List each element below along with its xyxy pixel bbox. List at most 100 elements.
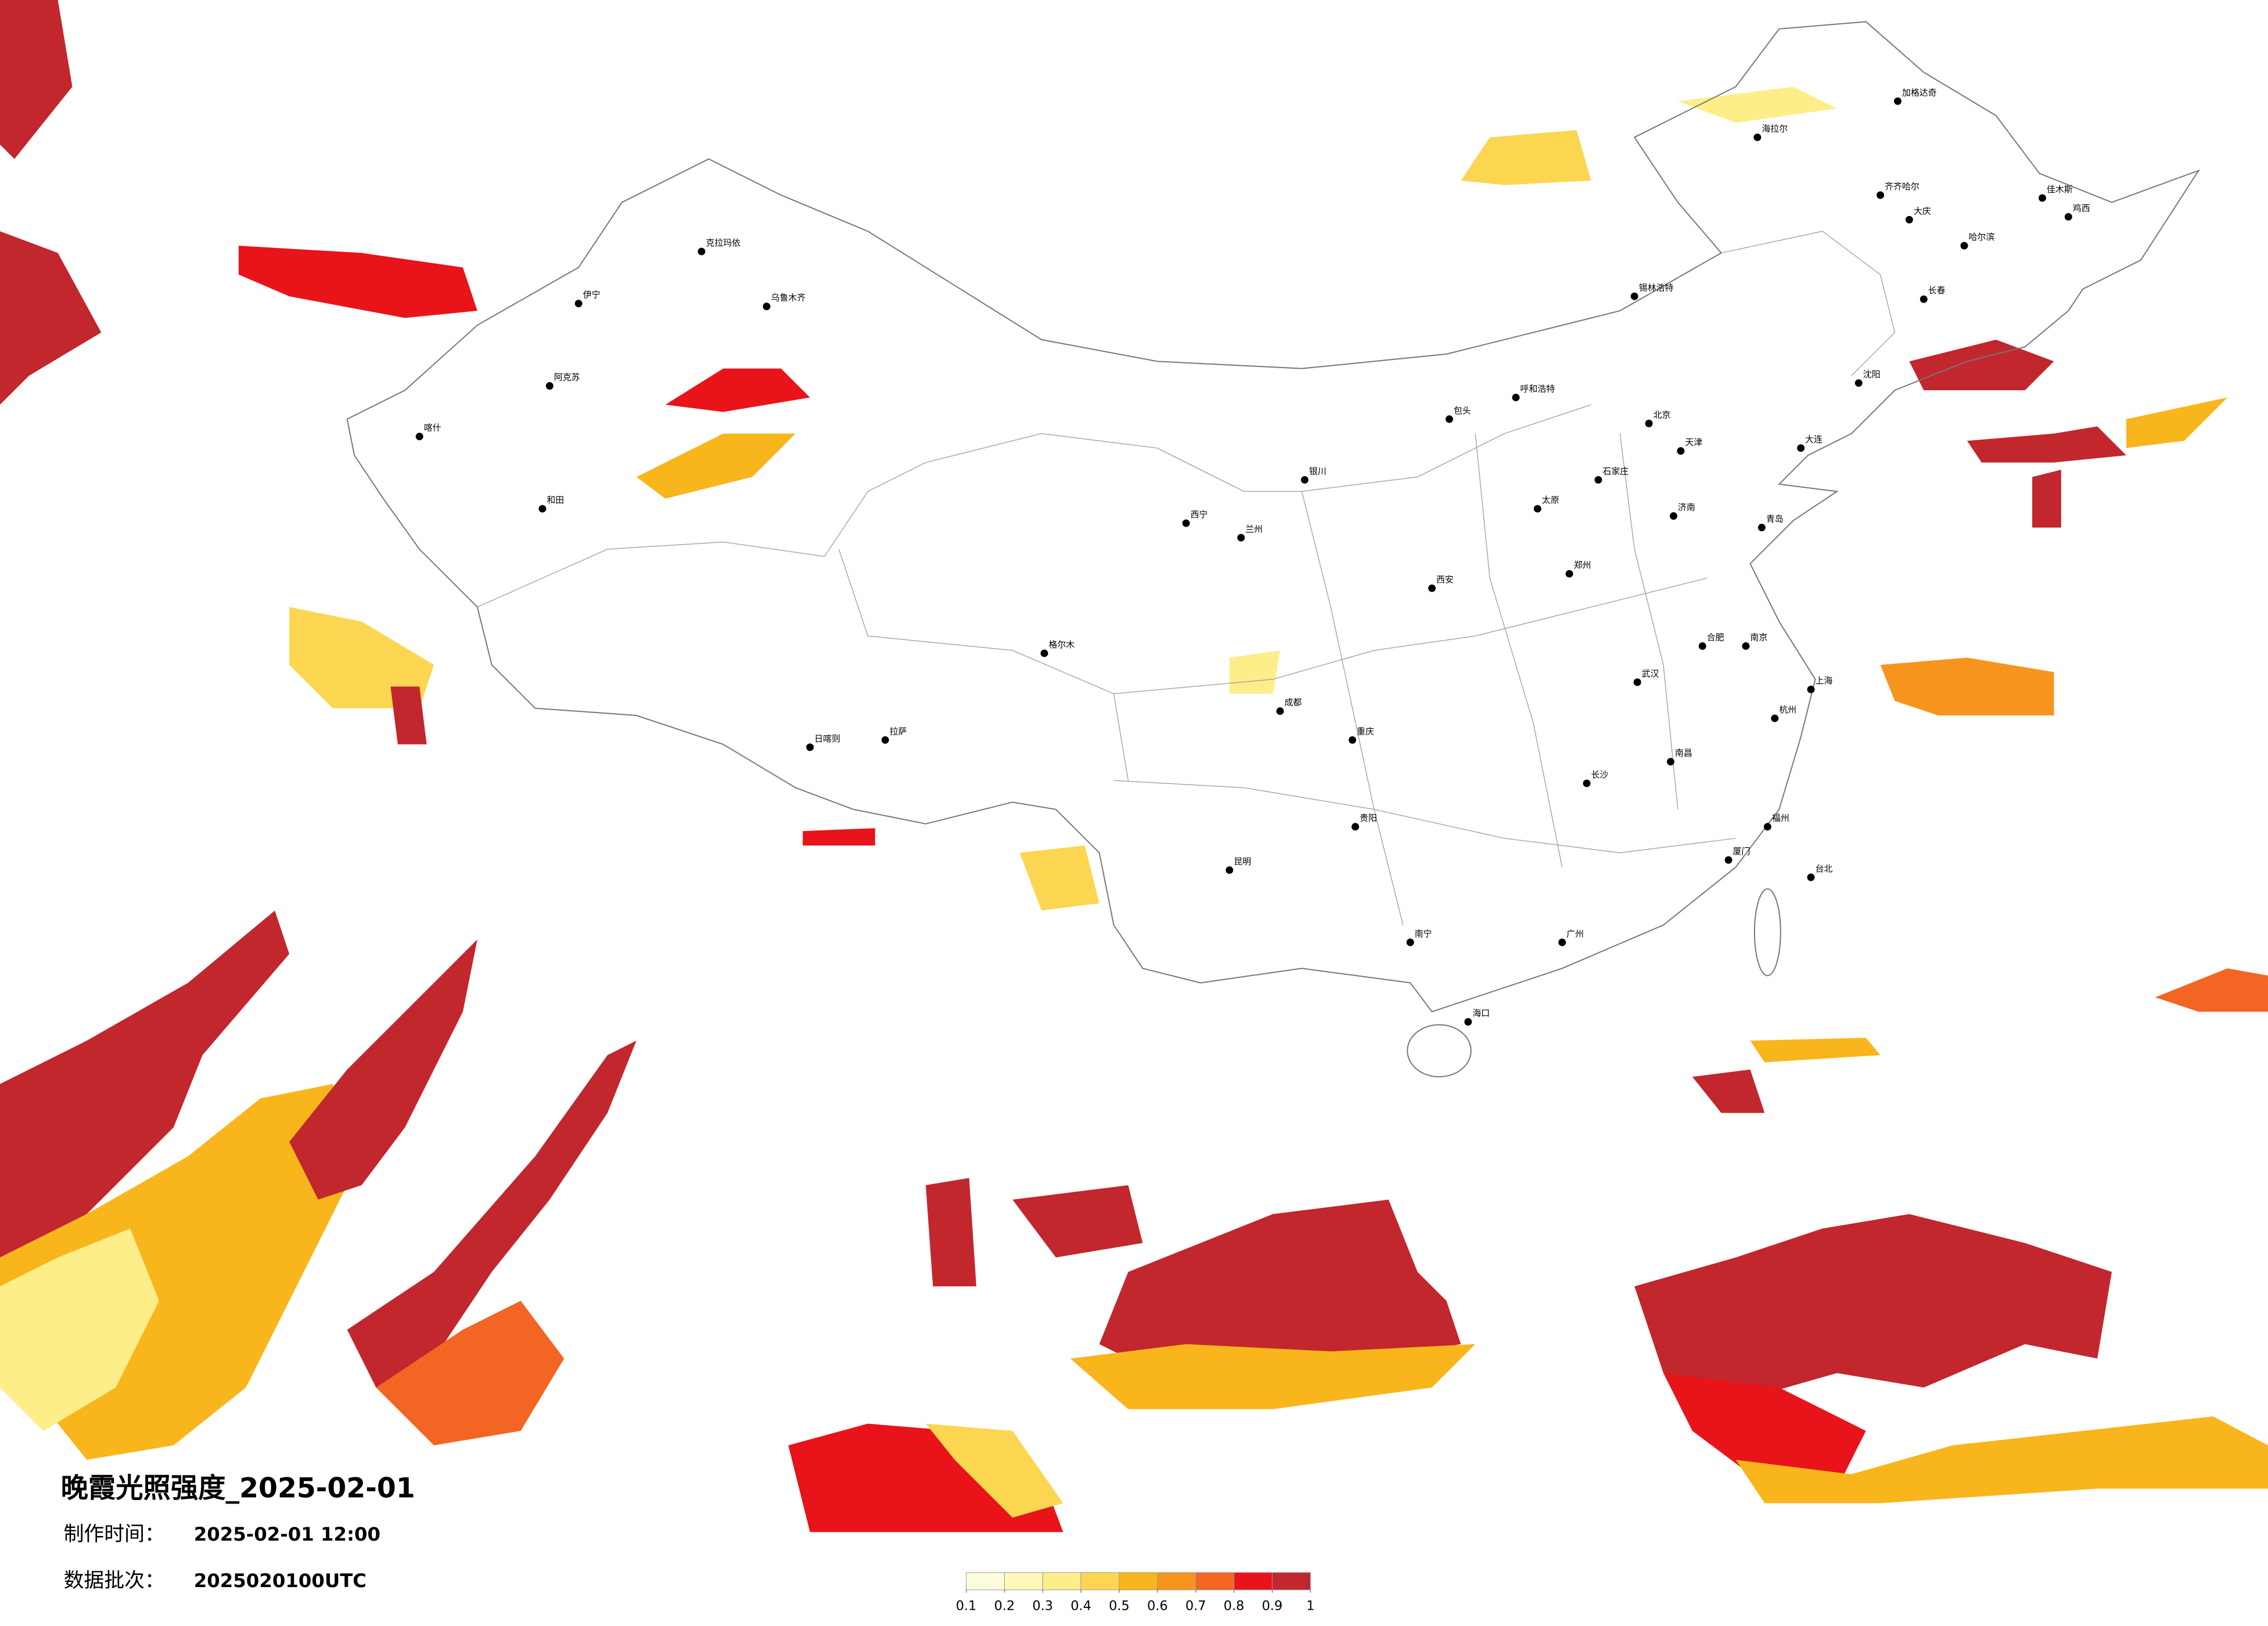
city-dot [1445, 415, 1453, 423]
city-label: 伊宁 [583, 290, 601, 300]
city-label: 武汉 [1642, 668, 1659, 679]
colorbar: 0.1 0.2 0.3 0.4 0.5 0.6 0.7 0.8 0.9 1 [956, 1572, 1314, 1614]
intensity-area [2155, 968, 2268, 1012]
city-label: 加格达奇 [1902, 87, 1937, 98]
province-line [838, 549, 1129, 781]
province-line [1619, 433, 1678, 810]
city-label: 南昌 [1675, 748, 1692, 758]
city-label: 长春 [1928, 285, 1946, 296]
province-line [1113, 577, 1707, 695]
color-swatch [1042, 1572, 1081, 1591]
city-label: 乌鲁木齐 [771, 293, 806, 303]
tick-label: 0.6 [1147, 1599, 1168, 1614]
city-dot [1757, 523, 1766, 531]
city-label: 拉萨 [890, 726, 907, 736]
city-label: 齐齐哈尔 [1885, 181, 1920, 192]
intensity-area [1735, 1416, 2268, 1503]
intensity-area [1909, 339, 2054, 390]
intensity-area [925, 1178, 977, 1287]
city-label: 佳木斯 [2047, 184, 2073, 195]
city-label: 杭州 [1779, 704, 1796, 715]
city-label: 沈阳 [1863, 369, 1881, 380]
color-swatch [1004, 1572, 1043, 1591]
color-swatch [966, 1572, 1005, 1591]
city-dot [1877, 191, 1885, 199]
city-label: 银川 [1309, 466, 1327, 476]
tick-label: 0.8 [1224, 1599, 1245, 1614]
tick-label: 0.3 [1033, 1599, 1054, 1614]
tick-label: 0.2 [994, 1599, 1015, 1614]
city-dot [1771, 714, 1779, 722]
city-label: 海拉尔 [1762, 123, 1788, 134]
province-line [1475, 433, 1563, 868]
color-swatch [1234, 1572, 1273, 1591]
city-dot [1464, 1018, 1472, 1026]
city-label: 济南 [1678, 502, 1695, 513]
city-label: 日喀则 [814, 733, 840, 744]
title: 晚霞光照强度_2025-02-01 [61, 1473, 415, 1505]
city-dot [538, 505, 547, 513]
city-label: 阿克苏 [554, 372, 580, 383]
boundaries [346, 21, 2200, 1078]
city-label: 格尔木 [1049, 639, 1075, 650]
city-dot [574, 300, 583, 308]
intensity-area [1099, 1199, 1461, 1373]
intensity-area [1461, 130, 1591, 185]
color-swatch [1271, 1572, 1311, 1591]
city-dot [1797, 444, 1805, 452]
city-dot [1905, 215, 1913, 224]
city-label: 重庆 [1357, 726, 1374, 736]
tick-label: 1 [1306, 1599, 1314, 1614]
intensity-area [1070, 1344, 1476, 1409]
city-dot [1276, 707, 1284, 715]
province-line [1301, 491, 1404, 926]
city-dot [1300, 476, 1309, 484]
city-label: 大庆 [1914, 206, 1931, 216]
city-label: 和田 [547, 495, 564, 505]
intensity-area [2032, 469, 2061, 528]
province-line [1157, 404, 1591, 492]
city-dot [1237, 534, 1245, 542]
city-dot [545, 382, 553, 390]
city-label: 哈尔滨 [1968, 232, 1994, 242]
intensity-area [1967, 426, 2126, 463]
city-dot [1807, 873, 1815, 882]
city-label: 鸡西 [2073, 203, 2090, 213]
city-dot [1677, 447, 1685, 455]
header: 晚霞光照强度_2025-02-01 制作时间： 2025-02-01 12:00… [61, 1473, 415, 1592]
city-label: 昆明 [1234, 856, 1251, 866]
province-line [1113, 780, 1736, 854]
city-dot [415, 433, 423, 441]
city-label: 包头 [1454, 405, 1471, 416]
province-line [477, 433, 1158, 607]
island-outline [1753, 888, 1781, 976]
city-label: 厦门 [1733, 846, 1751, 857]
batch: 2025020100UTC [194, 1570, 366, 1592]
intensity-area [238, 246, 477, 318]
intensity-area [1880, 657, 2054, 715]
city-dot [1565, 570, 1573, 578]
city-dot [1893, 97, 1902, 105]
city-dot [1763, 823, 1771, 831]
intensity-area [1677, 87, 1837, 123]
city-dot [1666, 758, 1674, 766]
tick-label: 0.5 [1109, 1599, 1130, 1614]
city-dot [1742, 642, 1750, 650]
city-label: 贵阳 [1360, 813, 1377, 823]
city-label: 大连 [1805, 434, 1823, 445]
city-label: 青岛 [1766, 513, 1784, 524]
intensity-area [1663, 1373, 1866, 1489]
city-dot [1225, 866, 1234, 874]
city-dot [2039, 194, 2046, 202]
tick-label: 0.4 [1070, 1599, 1091, 1614]
intensity-area [390, 686, 427, 744]
city-dot [1807, 685, 1815, 693]
city-label: 上海 [1815, 675, 1832, 686]
city-label: 呼和浩特 [1520, 383, 1555, 394]
city-label: 西安 [1436, 574, 1454, 585]
intensity-area [2126, 397, 2228, 448]
city-label: 台北 [1815, 864, 1832, 874]
made-label: 制作时间： [64, 1523, 165, 1546]
